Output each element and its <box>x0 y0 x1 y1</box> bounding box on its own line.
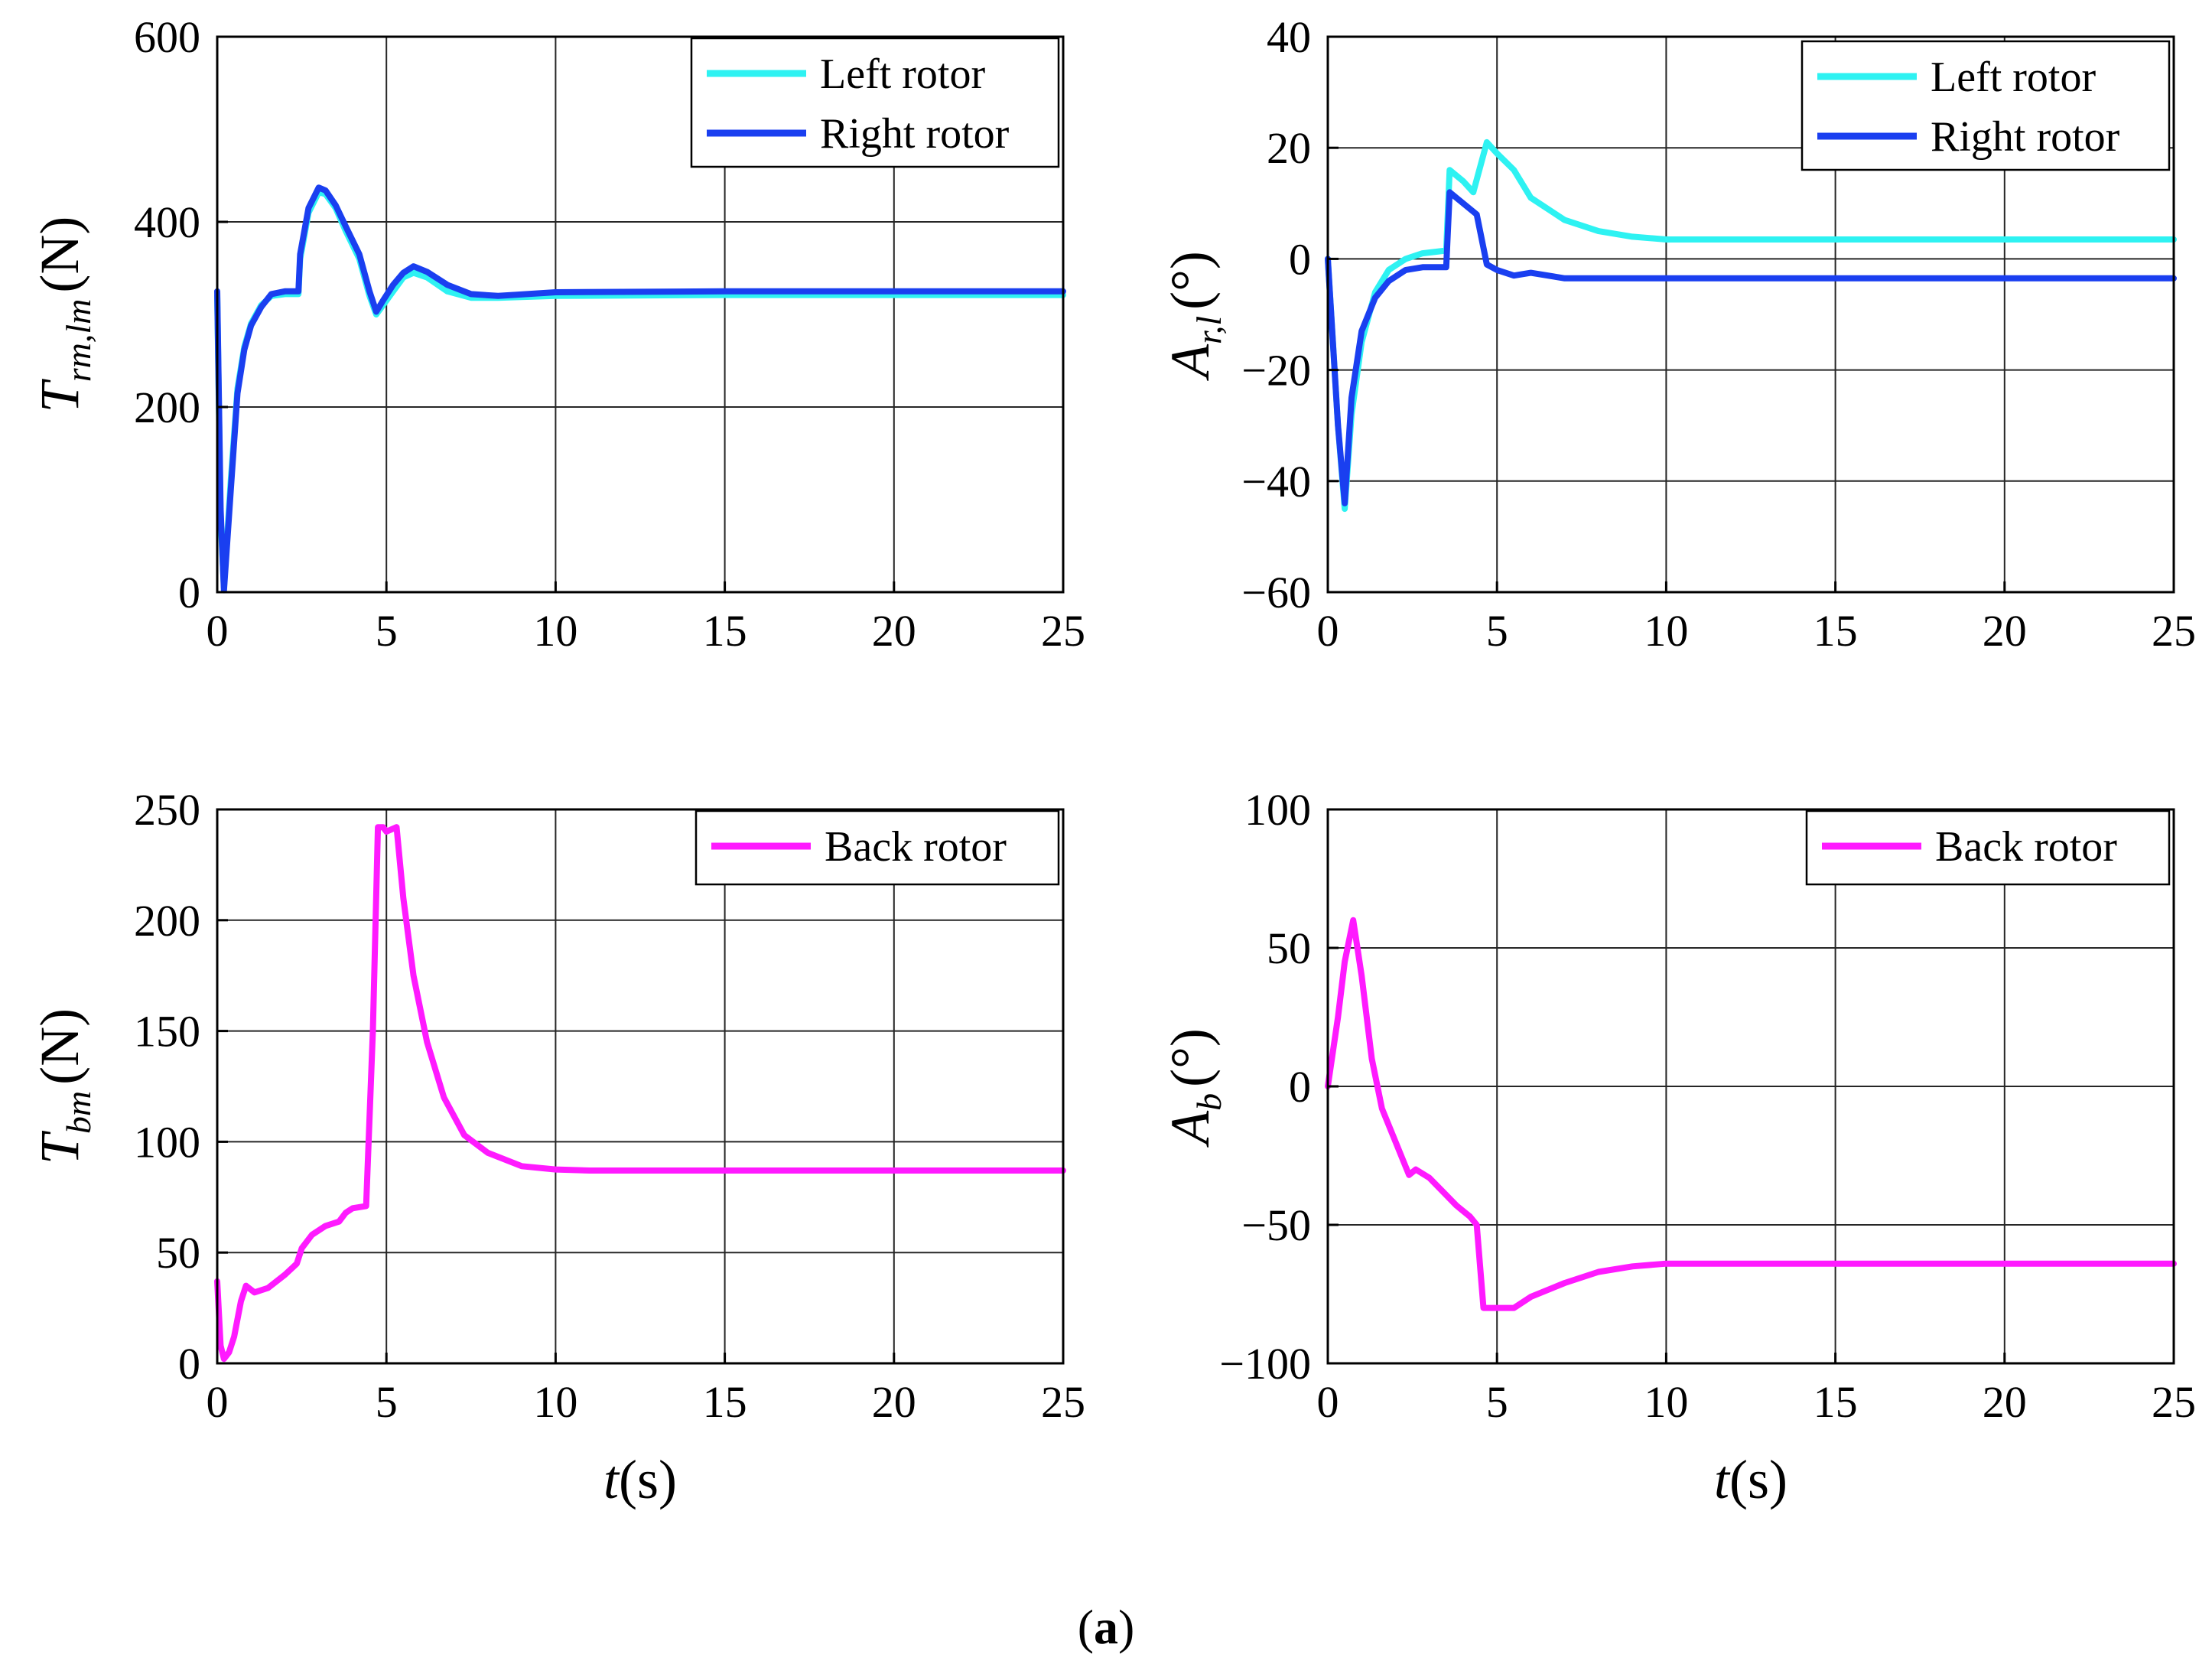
x-axis-label-unit: (s) <box>619 1449 677 1510</box>
x-tick-label: 10 <box>1644 1377 1688 1427</box>
x-tick-label: 5 <box>1486 1377 1508 1427</box>
caption-letter: a <box>1094 1600 1118 1654</box>
x-tick-label: 25 <box>1041 606 1085 656</box>
x-axis-label-symbol: t <box>1714 1449 1731 1510</box>
y-axis-label: Ab (°) <box>1160 1028 1228 1148</box>
y-tick-label: 200 <box>134 896 200 946</box>
series-line-back-rotor <box>214 824 1066 1363</box>
caption-close-paren: ) <box>1118 1600 1134 1654</box>
x-tick-label: 0 <box>1317 1377 1339 1427</box>
y-axis-label-symbol: A <box>1160 1110 1221 1148</box>
chart-bottom-right: 0 5 10 15 20 25 −100 −50 0 50 100 Ab (°) t(s) Back rot… <box>1160 785 2196 1510</box>
x-tick-label: 20 <box>1983 1377 2027 1427</box>
y-tick-label: 50 <box>1267 923 1311 973</box>
x-tick-label: 10 <box>533 606 577 656</box>
y-tick-label: −40 <box>1241 457 1311 506</box>
x-tick-label: 25 <box>1041 1377 1085 1427</box>
x-tick-label: 0 <box>207 606 229 656</box>
x-axis-label: t(s) <box>603 1449 677 1510</box>
x-tick-label: 5 <box>376 606 398 656</box>
y-tick-label: −50 <box>1241 1200 1311 1250</box>
y-tick-label: 50 <box>156 1228 200 1278</box>
y-tick-label: −100 <box>1219 1339 1311 1389</box>
legend-label: Back rotor <box>1935 823 2117 871</box>
legend-label: Left rotor <box>1931 54 2096 101</box>
x-tick-label: 25 <box>2152 606 2196 656</box>
x-tick-label: 15 <box>1814 1377 1858 1427</box>
x-tick-label: 15 <box>703 1377 747 1427</box>
legend-box <box>1801 40 2171 171</box>
chart-top-right: 0 5 10 15 20 25 −60 −40 −20 0 20 40 Ar,l (°) Left roto… <box>1160 12 2196 656</box>
y-tick-label: −20 <box>1241 346 1311 396</box>
plot-area <box>217 809 1063 1363</box>
y-tick-label: 0 <box>1289 234 1311 284</box>
legend-box <box>690 37 1060 168</box>
series-line-right-rotor <box>214 184 1066 594</box>
y-tick-label: 150 <box>134 1007 200 1057</box>
y-tick-label: 0 <box>1289 1062 1311 1112</box>
y-tick-label: 20 <box>1267 123 1311 173</box>
y-tick-label: 100 <box>134 1117 200 1167</box>
y-axis-label-symbol: T <box>29 1130 90 1164</box>
y-tick-label: 400 <box>134 197 200 247</box>
y-axis-label: Trm,lm (N) <box>29 217 98 413</box>
x-tick-label: 15 <box>1814 606 1858 656</box>
series-line-right-rotor <box>1325 189 2177 506</box>
x-tick-label: 5 <box>376 1377 398 1427</box>
axes-box <box>1326 35 2175 594</box>
y-axis-label: Ar,l (°) <box>1160 251 1228 381</box>
legend-label: Back rotor <box>825 823 1007 871</box>
y-axis-label-subscript: rm,lm <box>59 299 98 383</box>
y-tick-label: 600 <box>134 12 200 62</box>
x-tick-label: 0 <box>1317 606 1339 656</box>
y-axis-label-unit: (°) <box>1160 1028 1221 1087</box>
series-line-back-rotor <box>1325 917 2177 1311</box>
x-tick-label: 15 <box>703 606 747 656</box>
figure-caption: (a) <box>1078 1600 1135 1654</box>
legend-label: Right rotor <box>820 110 1010 158</box>
legend-label: Right rotor <box>1931 113 2120 161</box>
y-tick-label: 250 <box>134 785 200 835</box>
x-axis-label-symbol: t <box>603 1449 620 1510</box>
caption-open-paren: ( <box>1078 1600 1094 1654</box>
y-axis-label-subscript: b <box>1189 1093 1228 1111</box>
axes-box <box>216 808 1065 1365</box>
x-axis-label-unit: (s) <box>1729 1449 1787 1510</box>
x-tick-label: 20 <box>872 1377 916 1427</box>
x-tick-label: 10 <box>533 1377 577 1427</box>
y-axis-label-unit: (N) <box>29 217 90 293</box>
y-tick-label: 40 <box>1267 12 1311 62</box>
y-axis-label-subscript: r,l <box>1189 316 1228 344</box>
y-tick-label: 100 <box>1244 785 1311 835</box>
axes-box <box>216 35 1065 594</box>
y-axis-label-symbol: A <box>1160 344 1221 381</box>
y-tick-label: 0 <box>178 1339 200 1389</box>
y-tick-label: 200 <box>134 383 200 432</box>
x-tick-label: 0 <box>207 1377 229 1427</box>
x-tick-label: 25 <box>2152 1377 2196 1427</box>
chart-top-left: 0 5 10 15 20 25 0 200 400 600 Trm,lm (N) Left rotor R… <box>29 12 1085 656</box>
x-tick-label: 5 <box>1486 606 1508 656</box>
x-axis-label: t(s) <box>1714 1449 1787 1510</box>
x-tick-label: 20 <box>872 606 916 656</box>
legend-label: Left rotor <box>820 50 985 98</box>
y-axis-label-unit: (N) <box>29 1008 90 1085</box>
y-axis-label: Tbm (N) <box>29 1008 98 1164</box>
chart-bottom-left: 0 5 10 15 20 25050100150200250Tbm(N)t(s)Back … <box>29 785 1085 1510</box>
y-tick-label: −60 <box>1241 568 1311 617</box>
x-tick-label: 10 <box>1644 606 1688 656</box>
y-tick-label: 0 <box>178 568 200 617</box>
y-axis-label-symbol: T <box>29 378 90 412</box>
x-tick-label: 20 <box>1983 606 2027 656</box>
y-axis-label-subscript: bm <box>59 1091 98 1134</box>
y-axis-label-unit: (°) <box>1160 251 1221 310</box>
